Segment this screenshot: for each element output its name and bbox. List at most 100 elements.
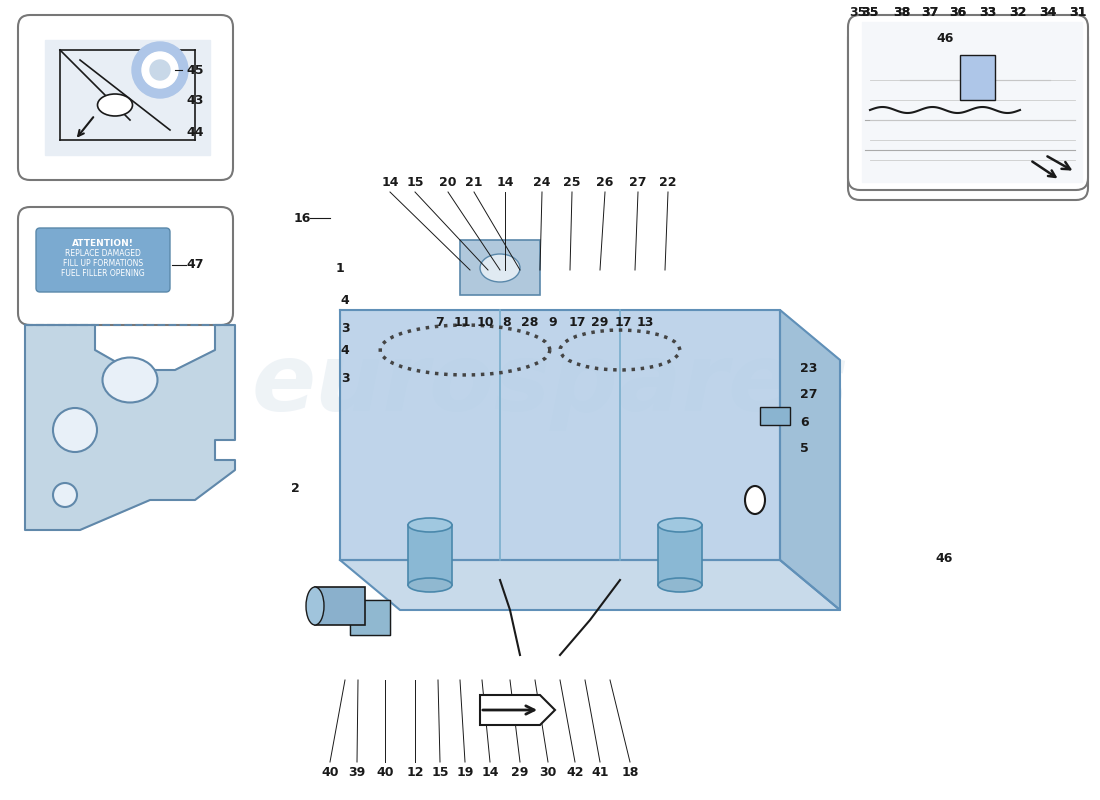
Text: 14: 14 — [482, 766, 498, 778]
Text: 32: 32 — [1010, 6, 1026, 18]
Circle shape — [142, 52, 178, 88]
Polygon shape — [340, 560, 840, 610]
Text: 38: 38 — [893, 6, 911, 18]
Polygon shape — [350, 600, 390, 635]
Text: 24: 24 — [534, 175, 551, 189]
Text: 5: 5 — [800, 442, 808, 454]
Text: 23: 23 — [800, 362, 817, 374]
Text: 17: 17 — [569, 315, 585, 329]
Text: 46: 46 — [935, 551, 953, 565]
Text: FUEL FILLER OPENING: FUEL FILLER OPENING — [62, 270, 145, 278]
Text: 39: 39 — [349, 766, 365, 778]
Text: 22: 22 — [659, 175, 676, 189]
Text: 45: 45 — [186, 63, 204, 77]
Text: FILL UP FORMATIONS: FILL UP FORMATIONS — [63, 259, 143, 269]
Ellipse shape — [98, 94, 132, 116]
Circle shape — [132, 42, 188, 98]
Text: 29: 29 — [512, 766, 529, 778]
Text: 12: 12 — [406, 766, 424, 778]
Bar — [960, 55, 996, 100]
Text: 32: 32 — [1010, 6, 1026, 18]
Text: 21: 21 — [465, 175, 483, 189]
Polygon shape — [780, 310, 840, 610]
Circle shape — [150, 60, 170, 80]
Text: 9: 9 — [549, 315, 558, 329]
Text: 4: 4 — [341, 343, 350, 357]
Text: 35: 35 — [861, 6, 879, 18]
Text: eurospares: eurospares — [251, 339, 849, 431]
Text: 4: 4 — [341, 294, 350, 306]
Text: 27: 27 — [629, 175, 647, 189]
Text: 8: 8 — [503, 315, 512, 329]
Text: 16: 16 — [294, 211, 310, 225]
Text: 38: 38 — [893, 6, 911, 18]
Text: 37: 37 — [922, 6, 938, 18]
Text: 28: 28 — [521, 315, 539, 329]
Text: 7: 7 — [436, 315, 444, 329]
Text: 19: 19 — [456, 766, 474, 778]
Text: ATTENTION!: ATTENTION! — [73, 238, 134, 247]
Text: 15: 15 — [406, 175, 424, 189]
FancyBboxPatch shape — [848, 15, 1088, 190]
Text: 6: 6 — [800, 415, 808, 429]
Polygon shape — [25, 325, 235, 530]
Bar — [658, 525, 702, 585]
Text: 11: 11 — [453, 315, 471, 329]
FancyBboxPatch shape — [36, 228, 170, 292]
Ellipse shape — [745, 486, 764, 514]
Text: 35: 35 — [849, 6, 867, 18]
Polygon shape — [480, 695, 556, 725]
Polygon shape — [45, 40, 210, 155]
Bar — [760, 407, 790, 425]
Text: 33: 33 — [979, 6, 997, 18]
Ellipse shape — [408, 518, 452, 532]
Text: 35: 35 — [861, 6, 879, 18]
FancyBboxPatch shape — [18, 15, 233, 180]
Text: 40: 40 — [321, 766, 339, 778]
FancyBboxPatch shape — [848, 25, 1088, 200]
Text: 37: 37 — [922, 6, 938, 18]
Text: 1: 1 — [336, 262, 344, 274]
Text: 47: 47 — [186, 258, 204, 271]
Text: 25: 25 — [563, 175, 581, 189]
Text: 3: 3 — [341, 322, 350, 334]
Polygon shape — [340, 310, 780, 560]
Ellipse shape — [102, 358, 157, 402]
Text: 46: 46 — [936, 31, 954, 45]
Text: 3: 3 — [341, 371, 350, 385]
FancyBboxPatch shape — [18, 207, 233, 325]
Text: REPLACE DAMAGED: REPLACE DAMAGED — [65, 250, 141, 258]
Text: 30: 30 — [539, 766, 557, 778]
Text: 2: 2 — [290, 482, 299, 494]
Text: 14: 14 — [496, 175, 514, 189]
Text: 34: 34 — [1040, 6, 1057, 18]
Polygon shape — [862, 22, 1082, 182]
Ellipse shape — [306, 587, 324, 625]
Text: 15: 15 — [431, 766, 449, 778]
Text: 36: 36 — [949, 6, 967, 18]
Bar — [315, 587, 365, 625]
Text: 42: 42 — [566, 766, 584, 778]
Circle shape — [53, 483, 77, 507]
Text: 27: 27 — [800, 389, 817, 402]
Text: 41: 41 — [592, 766, 608, 778]
Text: 26: 26 — [596, 175, 614, 189]
Text: 40: 40 — [376, 766, 394, 778]
Text: 44: 44 — [186, 126, 204, 138]
Text: 13: 13 — [636, 315, 653, 329]
Text: 36: 36 — [949, 6, 967, 18]
Ellipse shape — [658, 578, 702, 592]
Text: 17: 17 — [614, 315, 631, 329]
Text: 31: 31 — [1069, 6, 1087, 18]
Text: 18: 18 — [621, 766, 639, 778]
Text: 31: 31 — [1069, 6, 1087, 18]
Circle shape — [53, 408, 97, 452]
Text: 34: 34 — [1040, 6, 1057, 18]
Ellipse shape — [480, 254, 520, 282]
Ellipse shape — [658, 518, 702, 532]
Text: 29: 29 — [592, 315, 608, 329]
Ellipse shape — [408, 578, 452, 592]
Text: 33: 33 — [979, 6, 997, 18]
Text: 43: 43 — [186, 94, 204, 106]
Text: 20: 20 — [439, 175, 456, 189]
